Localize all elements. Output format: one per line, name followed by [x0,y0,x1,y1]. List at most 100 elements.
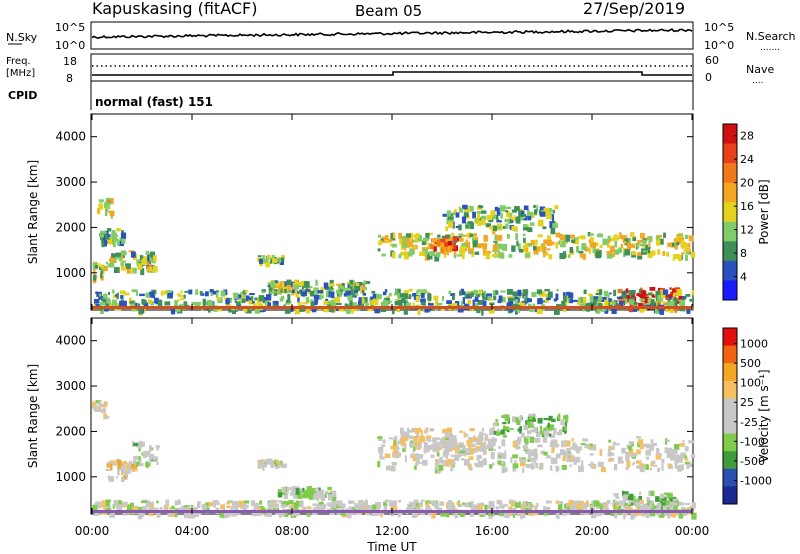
heatmap-cell [614,512,618,518]
heatmap-cell [310,290,315,297]
heatmap-cell [481,309,484,316]
heatmap-cell [180,297,185,301]
heatmap-cell [685,254,688,261]
heatmap-cell [502,244,508,251]
heatmap-cell [658,510,665,518]
heatmap-cell [586,307,590,312]
heatmap-cell [684,461,691,465]
heatmap-cell [522,289,529,295]
heatmap-cell [311,487,317,495]
heatmap-cell [630,297,635,300]
heatmap-cell [489,225,493,230]
heatmap-cell [691,502,696,509]
heatmap-cell [544,289,550,292]
heatmap-cell [105,261,109,265]
heatmap-cell [447,246,451,252]
heatmap-cell [521,458,525,461]
heatmap-cell [105,211,108,216]
heatmap-cell [593,298,597,305]
heatmap-cell [625,455,630,462]
heatmap-cell [492,290,496,296]
heatmap-cell [677,459,683,463]
heatmap-cell [129,502,134,508]
heatmap-cell [171,505,175,509]
heatmap-cell [628,445,632,451]
heatmap-cell [501,439,506,447]
nsky-frame [90,21,694,50]
heatmap-cell [584,506,588,513]
heatmap-cell [141,500,147,504]
heatmap-cell [125,263,131,269]
heatmap-cell [566,291,571,299]
heatmap-cell [526,209,530,217]
heatmap-cell [267,254,271,260]
heatmap-cell [631,499,637,504]
heatmap-cell [506,210,510,218]
heatmap-cell [451,511,455,516]
heatmap-cell [658,238,664,245]
heatmap-cell [413,446,416,451]
heatmap-cell [281,488,286,491]
heatmap-cell [570,446,574,449]
heatmap-cell [431,239,434,243]
heatmap-cell [461,243,467,247]
heatmap-cell [457,237,464,242]
heatmap-cell [444,251,447,258]
heatmap-cell [100,273,103,279]
heatmap-cell [448,505,452,509]
heatmap-cell [415,458,420,464]
heatmap-cell [196,512,202,515]
heatmap-cell [313,294,320,300]
heatmap-cell [473,289,478,295]
heatmap-cell [566,448,572,452]
heatmap-cell [549,465,553,471]
heatmap-cell [456,254,463,257]
heatmap-cell [560,440,565,448]
heatmap-cell [461,234,467,237]
heatmap-cell [454,249,457,255]
heatmap-cell [322,503,327,509]
heatmap-cell [287,294,291,301]
heatmap-cell [548,415,553,421]
heatmap-cell [607,448,611,454]
heatmap-cell [482,427,484,432]
heatmap-cell [397,440,404,445]
heatmap-cell [286,279,292,286]
heatmap-cell [144,450,151,457]
heatmap-cell [674,290,677,293]
heatmap-cell [335,307,339,311]
heatmap-cell [281,463,287,469]
heatmap-cell [415,296,420,302]
heatmap-cell [177,293,181,297]
heatmap-cell [685,234,689,239]
heatmap-cell [690,252,696,258]
heatmap-cell [482,243,488,250]
heatmap-cell [686,463,690,470]
heatmap-cell [215,290,219,293]
heatmap-cell [227,512,231,518]
heatmap-cell [508,254,513,258]
heatmap-cell [121,230,124,235]
heatmap-cell [497,460,502,465]
heatmap-cell [565,502,569,507]
heatmap-cell [359,303,364,306]
heatmap-cell [352,282,358,287]
heatmap-cell [563,425,567,431]
heatmap-cell [336,283,342,286]
heatmap-cell [680,239,685,246]
heatmap-cell [131,268,134,274]
heatmap-cell [133,455,139,461]
heatmap-cell [461,244,466,251]
heatmap-cell [279,297,284,302]
heatmap-cell [390,232,393,240]
heatmap-cell [152,456,159,461]
heatmap-cell [152,295,156,299]
heatmap-cell [534,505,538,510]
heatmap-cell [482,432,486,435]
heatmap-cell [433,246,437,252]
heatmap-cell [547,291,553,299]
heatmap-cell [395,289,398,293]
heatmap-cell [529,418,534,425]
heatmap-cell [205,502,212,506]
heatmap-cell [313,494,320,500]
